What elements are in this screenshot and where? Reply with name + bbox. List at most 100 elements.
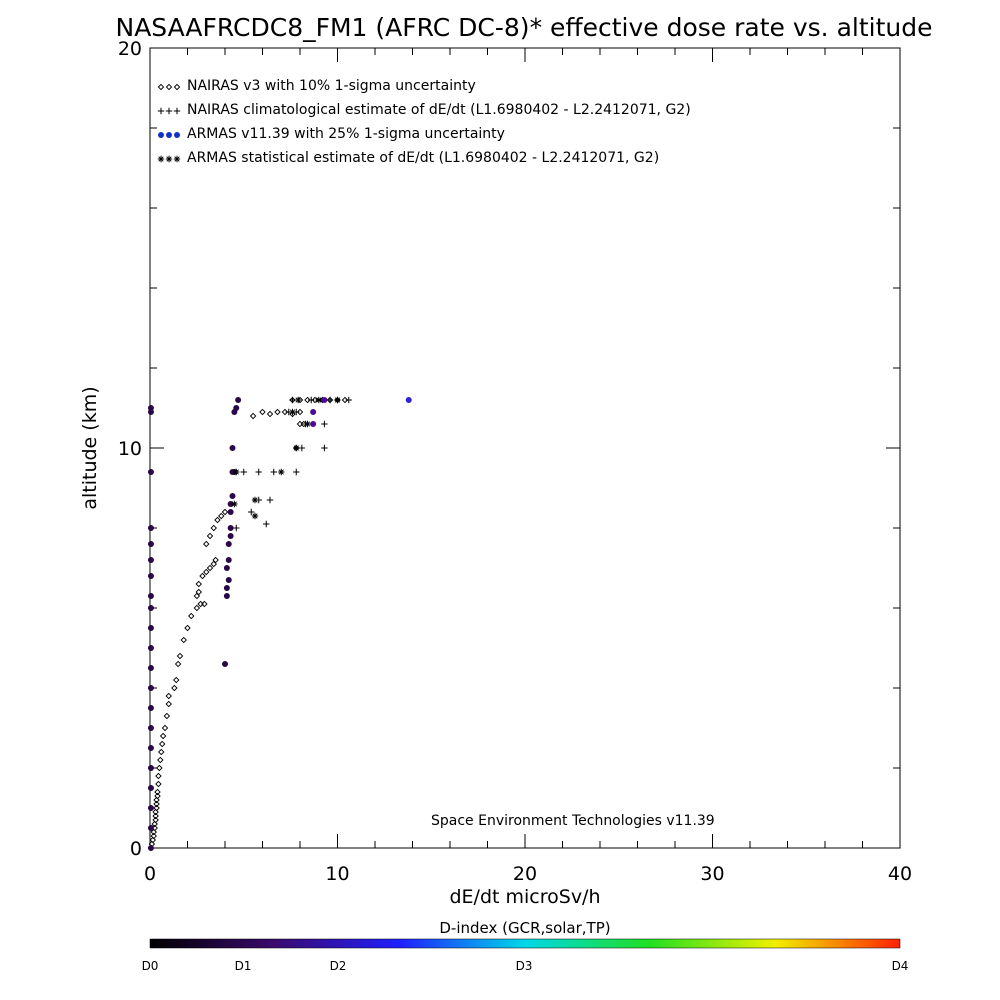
nairas-diamond-point [152, 812, 159, 820]
nairas-plus-point [233, 524, 240, 532]
credit-annotation: Space Environment Technologies v11.39 [431, 813, 715, 829]
armas-dot-point [147, 785, 154, 791]
nairas-plus-point [345, 396, 352, 404]
armas-dot-point [225, 577, 232, 583]
nairas-plus-point [308, 396, 315, 404]
x-axis-label: dE/dt microSv/h [449, 886, 600, 908]
legend-label: NAIRAS v3 with 10% 1-sigma uncertainty [187, 78, 476, 94]
colorbar [149, 938, 901, 949]
nairas-diamond-point [206, 532, 214, 540]
legend-item: ARMAS statistical estimate of dE/dt (L1.… [157, 150, 659, 166]
x-tick-label: 30 [700, 863, 724, 885]
armas-dot-point [147, 805, 154, 811]
nairas-diamond-point [259, 408, 266, 416]
armas-dot-point [227, 509, 234, 515]
colorbar-title: D-index (GCR,solar,TP) [439, 919, 610, 937]
nairas-diamond-point [311, 396, 319, 404]
armas-dot-point [147, 825, 154, 831]
armas-dot-point [147, 573, 154, 579]
armas-dot-point [222, 661, 228, 667]
nairas-diamond-point [176, 652, 184, 660]
nairas-diamond-point [153, 800, 160, 808]
nairas-diamond-point [153, 796, 160, 804]
x-tick-label: 0 [144, 863, 156, 885]
nairas-plus-point [293, 468, 300, 476]
nairas-diamond-point [150, 828, 157, 836]
armas-dot-point [405, 397, 412, 403]
y-tick-label: 0 [130, 838, 142, 860]
armas-dot-point [225, 557, 232, 563]
nairas-plus-point [165, 107, 173, 115]
legend-label: ARMAS v11.39 with 25% 1-sigma uncertaint… [187, 126, 505, 142]
armas-dot-point [310, 421, 317, 427]
nairas-diamond-point [158, 748, 165, 756]
armas-dot-point [147, 765, 154, 771]
nairas-diamond-point [188, 612, 195, 620]
armas-dot-point [147, 625, 154, 631]
nairas-plus-point [255, 468, 262, 476]
nairas-plus-point [248, 508, 255, 516]
nairas-diamond-point [341, 396, 349, 404]
nairas-diamond-point [157, 756, 164, 764]
legend-item: ARMAS v11.39 with 25% 1-sigma uncertaint… [158, 126, 505, 142]
nairas-diamond-point [214, 516, 221, 524]
armas-asterisk-point [304, 420, 311, 428]
nairas-diamond-point [171, 684, 178, 692]
armas-dot-point [158, 132, 164, 138]
armas-dot-point [147, 593, 154, 599]
nairas-diamond-point [184, 624, 191, 632]
armas-dot-point [229, 445, 236, 451]
nairas-diamond-point [180, 636, 187, 644]
nairas-plus-point [270, 468, 277, 476]
nairas-diamond-point [296, 408, 304, 416]
nairas-diamond-point [156, 764, 163, 772]
nairas-diamond-point [165, 83, 173, 91]
armas-dot-point [235, 397, 242, 403]
armas-dot-point [147, 469, 154, 475]
armas-dot-point [223, 585, 230, 591]
y-axis-label: altitude (km) [79, 386, 101, 509]
armas-dot-point [229, 493, 236, 499]
x-tick-labels: 0 10 20 30 40 [144, 863, 912, 885]
nairas-diamond-point [163, 712, 171, 720]
armas-asterisk-point [165, 155, 173, 163]
armas-dot-point [223, 565, 230, 571]
armas-asterisk-point [157, 155, 165, 163]
colorbar-label: D1 [235, 959, 252, 973]
armas-dot-point [147, 725, 154, 731]
x-tick-label: 40 [888, 863, 912, 885]
nairas-plus-point [321, 420, 328, 428]
armas-dot-point [227, 533, 234, 539]
armas-asterisk-point [294, 396, 302, 404]
nairas-diamond-point [158, 740, 166, 748]
y-tick-label: 20 [118, 38, 142, 60]
nairas-diamond-point [195, 588, 202, 596]
colorbar-labels: D0 D1 D2 D3 D4 [142, 959, 909, 973]
nairas-diamond-point [197, 600, 204, 608]
nairas-diamond-point [149, 836, 157, 844]
armas-asterisk-point [334, 396, 341, 404]
nairas-diamond-point [155, 772, 162, 780]
legend-item: NAIRAS v3 with 10% 1-sigma uncertainty [157, 78, 476, 94]
nairas-diamond-point [154, 788, 161, 796]
nairas-diamond-point [151, 820, 158, 828]
armas-dot-point [233, 405, 240, 411]
armas-dot-point [147, 645, 154, 651]
armas-asterisk-point [231, 500, 238, 508]
nairas-diamond-point [195, 580, 202, 588]
colorbar-label: D4 [892, 959, 909, 973]
colorbar-label: D0 [142, 959, 159, 973]
nairas-diamond-point [152, 808, 159, 816]
colorbar-label: D2 [330, 959, 347, 973]
armas-dot-point [321, 397, 328, 403]
axis-ticks [149, 47, 901, 849]
armas-asterisk-point [173, 155, 181, 163]
colorbar-label: D3 [516, 959, 533, 973]
nairas-diamond-point [203, 540, 210, 548]
nairas-diamond-point [174, 660, 182, 668]
armas-dot-point [147, 845, 154, 851]
legend-item: NAIRAS climatological estimate of dE/dt … [157, 102, 691, 118]
nairas-diamond-point [165, 700, 172, 708]
armas-asterisk-point [251, 496, 259, 504]
